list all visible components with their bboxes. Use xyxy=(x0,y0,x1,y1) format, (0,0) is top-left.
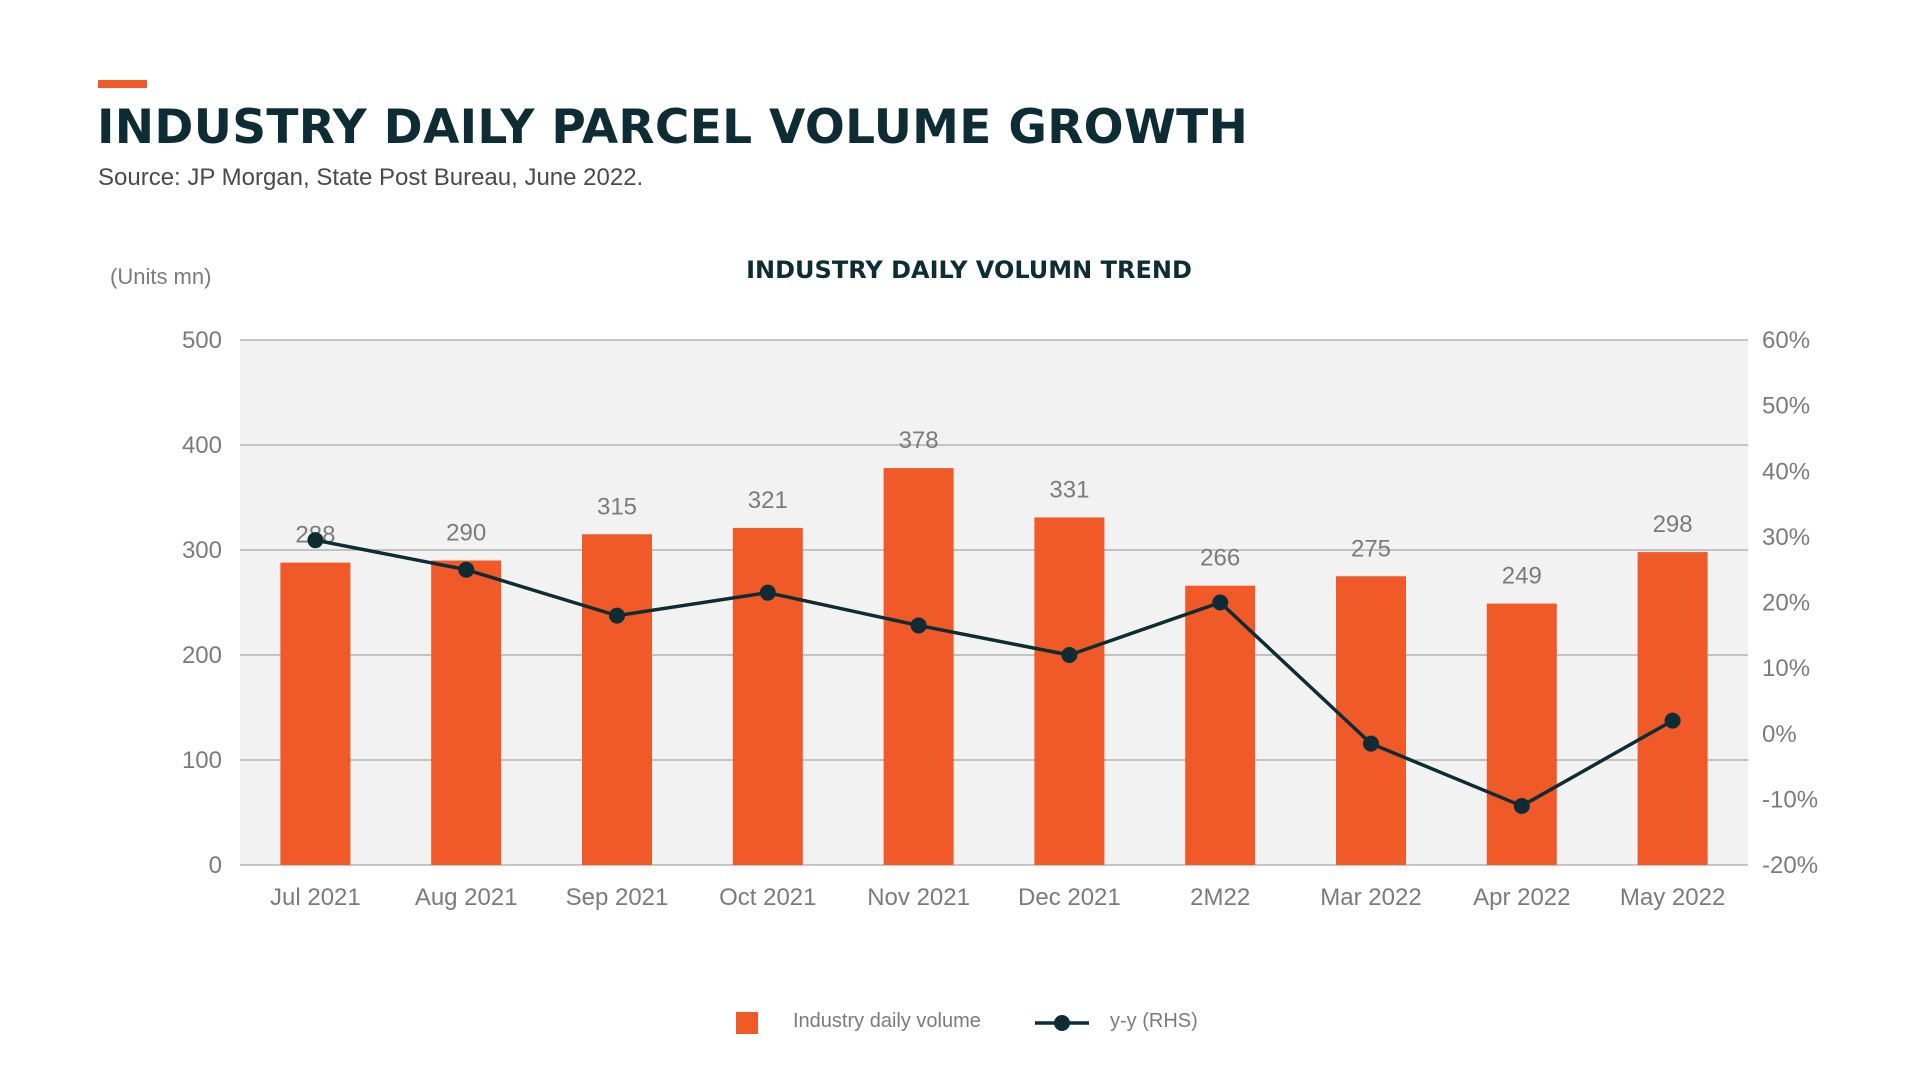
yy-point xyxy=(1363,735,1379,752)
bar xyxy=(431,560,502,865)
y-tick-label: 0 xyxy=(209,852,222,879)
y2-tick-label: -10% xyxy=(1762,786,1818,813)
x-tick-label: Jul 2021 xyxy=(270,884,361,911)
bar xyxy=(883,468,954,865)
bar-data-label: 331 xyxy=(1049,476,1089,503)
x-tick-label: May 2022 xyxy=(1620,884,1725,911)
y-tick-label: 200 xyxy=(182,642,222,669)
yy-point xyxy=(307,532,324,549)
x-tick-label: Apr 2022 xyxy=(1473,884,1570,911)
bar xyxy=(1486,603,1557,865)
bar-data-label: 378 xyxy=(899,427,939,454)
chart-title: INDUSTRY DAILY VOLUMN TREND xyxy=(746,256,1192,284)
bar-data-label: 290 xyxy=(446,520,486,547)
bar-data-label: 321 xyxy=(748,487,788,514)
y2-tick-label: 10% xyxy=(1762,655,1810,682)
yy-point xyxy=(458,561,475,578)
bar-data-label: 298 xyxy=(1653,511,1693,538)
bar-data-label: 315 xyxy=(597,493,637,520)
y2-tick-label: 0% xyxy=(1762,721,1797,748)
source-note: Source: JP Morgan, State Post Bureau, Ju… xyxy=(98,164,644,191)
yy-point xyxy=(759,584,776,601)
y2-tick-label: 50% xyxy=(1762,393,1810,420)
y-tick-label: 100 xyxy=(182,747,222,774)
x-tick-label: Dec 2021 xyxy=(1018,884,1121,911)
bar-data-label: 249 xyxy=(1502,563,1542,590)
y-tick-label: 300 xyxy=(182,537,222,564)
yy-line xyxy=(315,538,1674,808)
x-tick-label: Aug 2021 xyxy=(415,884,518,911)
y-tick-label: 500 xyxy=(182,327,222,354)
x-tick-label: Oct 2021 xyxy=(719,884,816,911)
bar-data-label: 275 xyxy=(1351,535,1391,562)
y2-tick-label: 40% xyxy=(1762,458,1810,485)
legend-line-swatch xyxy=(1035,1015,1089,1031)
yy-point xyxy=(1513,797,1530,814)
y2-tick-label: -20% xyxy=(1762,852,1818,879)
y-tick-label: 400 xyxy=(182,432,222,459)
yy-point xyxy=(910,617,927,634)
yy-point xyxy=(609,607,625,624)
chart-legend: Industry daily volume y-y (RHS) xyxy=(0,1008,1920,1048)
legend-bar-swatch xyxy=(736,1012,758,1034)
yy-point xyxy=(1664,712,1681,729)
bar xyxy=(582,534,652,865)
x-tick-label: 2M22 xyxy=(1190,884,1250,911)
title-accent-bar xyxy=(98,80,147,88)
bar xyxy=(1034,517,1105,865)
page-title: INDUSTRY DAILY PARCEL VOLUME GROWTH xyxy=(97,100,1249,155)
yy-point xyxy=(1061,647,1078,663)
x-tick-label: Nov 2021 xyxy=(867,884,970,911)
legend-label-volume: Industry daily volume xyxy=(793,1010,981,1032)
bar xyxy=(280,562,351,865)
y2-tick-label: 30% xyxy=(1762,524,1810,551)
y2-tick-label: 20% xyxy=(1762,590,1810,617)
bar xyxy=(1637,552,1708,865)
y-axis-label: (Units mn) xyxy=(110,264,211,289)
x-tick-label: Sep 2021 xyxy=(566,884,669,911)
bar-data-label: 266 xyxy=(1200,545,1240,572)
bar xyxy=(732,527,803,865)
bar xyxy=(1185,585,1256,865)
yy-point xyxy=(1212,594,1229,611)
y2-tick-label: 60% xyxy=(1762,327,1810,354)
x-tick-label: Mar 2022 xyxy=(1320,884,1421,911)
legend-label-yy: y-y (RHS) xyxy=(1110,1010,1198,1032)
